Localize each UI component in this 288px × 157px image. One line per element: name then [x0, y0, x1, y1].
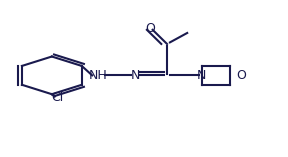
Text: O: O: [236, 69, 246, 82]
Text: Cl: Cl: [52, 91, 64, 104]
Text: N: N: [131, 69, 140, 82]
Text: O: O: [145, 22, 155, 35]
Text: N: N: [197, 69, 206, 82]
Text: NH: NH: [88, 69, 107, 82]
